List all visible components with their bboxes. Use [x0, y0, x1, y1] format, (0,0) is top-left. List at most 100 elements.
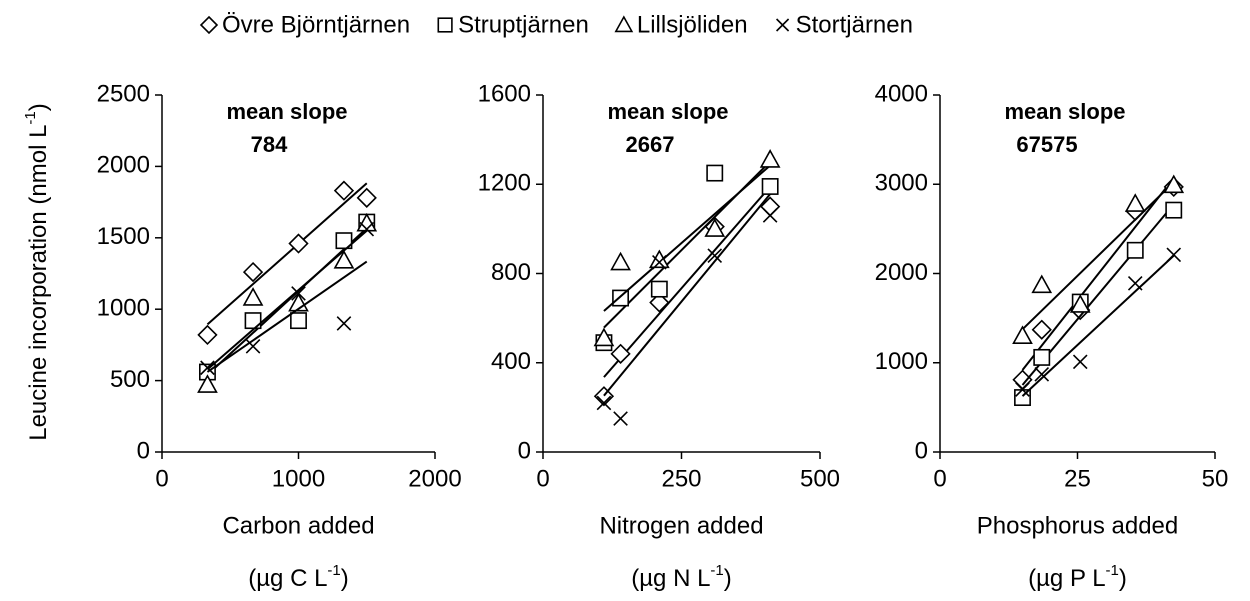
x-tick-label: 0 [933, 465, 946, 492]
marker-x [776, 18, 790, 32]
fit-line [603, 186, 771, 378]
panel-subtitle: 67575 [1016, 132, 1077, 157]
marker-triangle [1012, 325, 1033, 344]
panel-subtitle: 2667 [626, 132, 675, 157]
fit-line [1021, 177, 1175, 371]
x-axis-unit-text: (µg N L [631, 565, 710, 592]
legend-label: Struptjärnen [458, 11, 589, 38]
marker-diamond [1031, 319, 1052, 340]
marker-diamond [197, 324, 218, 346]
y-tick-label: 2500 [97, 80, 150, 107]
y-tick-label: 0 [915, 437, 928, 464]
legend-label: Övre Björntjärnen [222, 11, 410, 38]
marker-square [650, 280, 668, 298]
y-tick-label: 400 [491, 348, 531, 375]
y-tick-label: 4000 [875, 80, 928, 107]
marker-square [335, 232, 353, 250]
marker-square [1033, 348, 1051, 366]
marker-triangle [1124, 193, 1146, 212]
legend-item: Stortjärnen [776, 11, 913, 38]
y-tick-label: 800 [491, 259, 531, 286]
marker-square [1165, 201, 1183, 219]
marker-triangle [1031, 274, 1053, 294]
y-tick-label: 0 [137, 437, 150, 464]
x-axis-unit-sup: -1 [327, 562, 340, 579]
panel-title: mean slope [607, 99, 728, 124]
fit-line [206, 229, 368, 371]
y-tick-label: 1000 [875, 348, 928, 375]
marker-x [291, 286, 306, 301]
marker-diamond [610, 343, 631, 364]
marker-x [652, 255, 667, 270]
x-tick-label: 0 [155, 465, 168, 492]
y-tick-label: 1600 [478, 80, 531, 107]
marker-x [1034, 367, 1050, 382]
marker-diamond [199, 15, 219, 35]
marker-square [290, 312, 307, 330]
x-axis-label: Nitrogen added [599, 512, 763, 539]
marker-triangle [648, 249, 670, 269]
x-axis-unit-sup: -1 [1106, 562, 1119, 579]
marker-diamond [1012, 369, 1033, 390]
x-axis-unit-end: ) [341, 565, 349, 592]
y-axis-label: Leucine incorporation (nmol L-1) [22, 103, 52, 441]
y-tick-label: 1200 [478, 170, 531, 197]
marker-x [359, 221, 375, 237]
x-axis-unit-end: ) [1119, 565, 1127, 592]
marker-diamond [242, 261, 264, 283]
x-axis-unit: (µg P L-1) [1028, 562, 1127, 592]
y-tick-label: 1000 [97, 295, 150, 322]
marker-triangle [614, 15, 634, 33]
x-axis-label: Carbon added [222, 512, 374, 539]
x-axis-unit-text: (µg C L [248, 565, 327, 592]
fit-line [1021, 181, 1175, 330]
marker-diamond [649, 292, 670, 313]
marker-triangle [1163, 174, 1185, 194]
marker-x [200, 360, 215, 376]
x-tick-label: 0 [536, 465, 549, 492]
x-tick-label: 250 [661, 465, 701, 492]
y-tick-label: 0 [518, 437, 531, 464]
marker-square [437, 17, 453, 33]
marker-square [761, 178, 779, 195]
marker-x [596, 395, 612, 411]
fit-line [1021, 254, 1175, 397]
x-axis-unit-sup: -1 [710, 562, 723, 579]
panel-subtitle: 784 [251, 132, 288, 157]
x-tick-label: 500 [800, 465, 840, 492]
marker-x [1072, 354, 1088, 370]
marker-x [613, 411, 628, 426]
marker-x [762, 208, 778, 223]
y-tick-label: 2000 [875, 259, 928, 286]
panel-title: mean slope [1004, 99, 1125, 124]
marker-diamond [288, 233, 309, 254]
y-tick-label: 2000 [97, 152, 150, 179]
y-tick-label: 3000 [875, 170, 928, 197]
fit-line [206, 182, 368, 326]
x-tick-label: 50 [1202, 465, 1229, 492]
marker-triangle [704, 218, 726, 237]
y-axis-label-text: Leucine incorporation (nmol L [25, 125, 52, 441]
marker-x [1166, 247, 1182, 263]
x-tick-label: 25 [1064, 465, 1091, 492]
marker-x [336, 316, 352, 331]
marker-square [244, 312, 262, 330]
legend-label: Lillsjöliden [637, 11, 748, 38]
legend-item: Lillsjöliden [614, 11, 748, 38]
fit-line [206, 260, 368, 373]
marker-x [1015, 382, 1030, 397]
marker-diamond [333, 180, 355, 201]
marker-diamond [356, 187, 377, 208]
fit-line [603, 164, 771, 312]
marker-triangle [610, 251, 631, 271]
x-tick-label: 2000 [408, 465, 461, 492]
marker-triangle [333, 250, 355, 269]
marker-square [706, 164, 724, 182]
fit-line [603, 193, 771, 397]
marker-triangle [1069, 294, 1091, 313]
legend-item: Övre Björntjärnen [199, 11, 410, 38]
x-tick-label: 1000 [272, 465, 325, 492]
y-axis-label-sup: -1 [22, 111, 39, 124]
legend-item: Struptjärnen [437, 11, 589, 38]
